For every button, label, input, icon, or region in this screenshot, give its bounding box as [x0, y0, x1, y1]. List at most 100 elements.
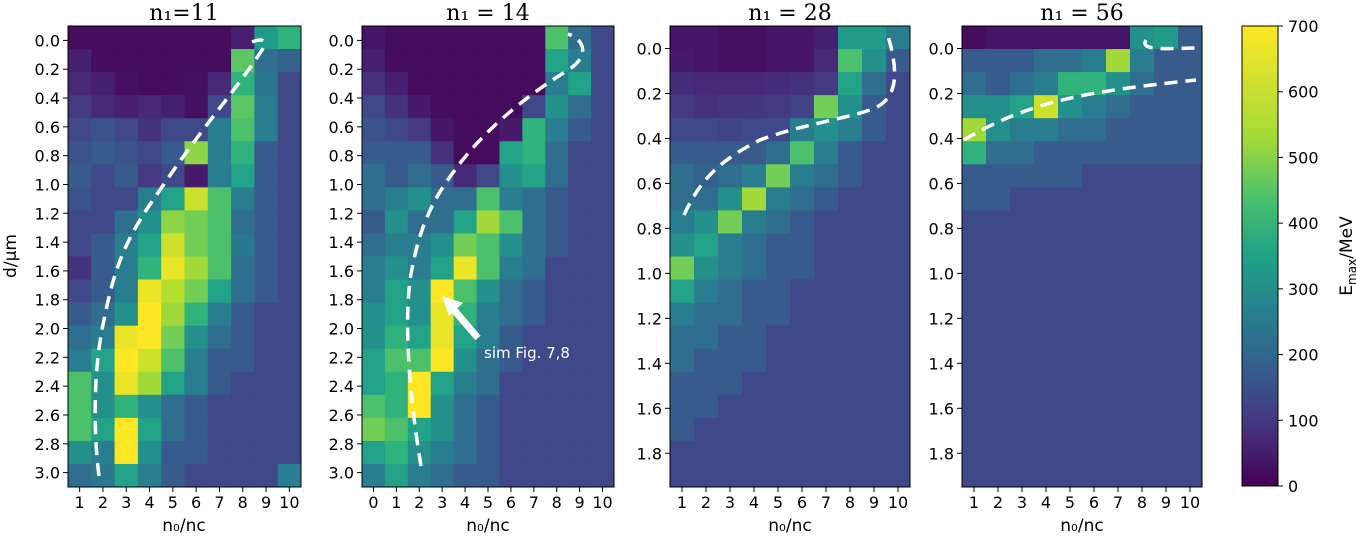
heatmap-cell — [886, 348, 910, 373]
heatmap-cell — [207, 210, 232, 235]
heatmap-cell — [499, 26, 523, 50]
heatmap-cell — [362, 371, 386, 396]
heatmap-cell — [742, 348, 767, 373]
heatmap-cell — [1178, 279, 1202, 304]
heatmap-cell — [254, 348, 279, 373]
heatmap-cell — [1106, 187, 1131, 211]
heatmap-cell — [137, 256, 162, 281]
heatmap-cell — [231, 118, 255, 142]
heatmap-cell — [1154, 371, 1179, 396]
heatmap-cell — [1130, 440, 1155, 465]
heatmap-cell — [91, 302, 116, 327]
heatmap-cell — [91, 463, 116, 487]
y-tick-label: 0.4 — [929, 129, 954, 148]
heatmap-cell — [254, 164, 279, 188]
heatmap-cell — [453, 463, 478, 487]
heatmap-cell — [766, 164, 791, 188]
heatmap-cell — [362, 26, 386, 50]
heatmap-cell — [522, 164, 546, 188]
heatmap-cell — [207, 256, 232, 281]
heatmap-cell — [430, 164, 455, 188]
heatmap-cell — [1154, 348, 1179, 373]
heatmap-cell — [1130, 164, 1155, 188]
heatmap-cell — [362, 302, 386, 327]
heatmap-cell — [362, 118, 386, 142]
heatmap-cell — [1034, 72, 1059, 96]
heatmap-cell — [207, 118, 232, 142]
heatmap-cell — [207, 440, 232, 465]
heatmap-cell — [718, 463, 743, 487]
heatmap-cell — [476, 463, 501, 487]
heatmap-cell — [1082, 210, 1107, 235]
heatmap-cell — [1154, 325, 1179, 350]
x-tick-label: 10 — [1180, 493, 1200, 512]
heatmap-cell — [766, 394, 791, 419]
heatmap-cell — [670, 26, 695, 50]
y-tick-label: 0.2 — [35, 60, 60, 79]
heatmap-cell — [277, 417, 301, 442]
heatmap-cell — [1130, 325, 1155, 350]
x-tick-label: 4 — [749, 493, 759, 512]
heatmap-panel-n1-56: n₁ = 56 0.0 0.2 0.4 0.6 0.8 1.0 1.2 1.4 1.6 1.8 1… — [929, 1, 1203, 536]
heatmap-cell — [766, 463, 791, 487]
heatmap-cell — [1010, 348, 1035, 373]
heatmap-cell — [718, 95, 743, 119]
y-tick-label: 1.0 — [329, 175, 354, 194]
y-axis-ticks: 0.0 0.2 0.4 0.6 0.8 1.0 1.2 1.4 1.6 1.8 2.0 2.2 2.4 2… — [35, 31, 68, 483]
heatmap-cell — [499, 72, 523, 96]
heatmap-cell — [986, 417, 1011, 442]
heatmap-cell — [886, 233, 910, 258]
heatmap-cell — [1106, 440, 1131, 465]
heatmap-cell — [453, 417, 478, 442]
heatmap-cell — [384, 325, 409, 350]
y-tick-label: 0.8 — [637, 219, 662, 238]
heatmap-cell — [962, 348, 987, 373]
heatmap-cell — [68, 49, 92, 73]
heatmap-cell — [742, 72, 767, 96]
heatmap-cell — [476, 233, 501, 258]
heatmap-cell — [814, 394, 839, 419]
heatmap-cell — [137, 141, 162, 165]
heatmap-cell — [742, 164, 767, 188]
heatmap-cell — [114, 463, 139, 487]
heatmap-cell — [384, 164, 409, 188]
heatmap-cell — [591, 371, 614, 396]
heatmap-cell — [694, 325, 719, 350]
heatmap-cell — [407, 210, 432, 235]
heatmap-cell — [207, 26, 232, 50]
heatmap-cell — [862, 49, 887, 73]
heatmap-cell — [499, 118, 523, 142]
heatmap-cell — [231, 417, 255, 442]
x-tick-label: 1 — [969, 493, 979, 512]
heatmap-cell — [476, 348, 501, 373]
heatmap-cell — [591, 256, 614, 281]
heatmap-cell — [742, 141, 767, 165]
heatmap-cell — [545, 440, 569, 465]
heatmap-cell — [362, 348, 386, 373]
heatmap-cell — [1106, 141, 1131, 165]
heatmap-cell — [91, 26, 116, 50]
heatmap-cell — [1010, 141, 1035, 165]
heatmap-cell — [522, 95, 546, 119]
heatmap-cell — [1154, 302, 1179, 327]
heatmap-cell — [68, 233, 92, 258]
heatmap-cell — [838, 463, 863, 487]
heatmap-cell — [1106, 325, 1131, 350]
x-axis-label: n₀/nᴄ — [162, 516, 205, 536]
heatmap-panel-n1-11: n₁=11 0.0 0.2 0.4 0.6 0.8 1.0 1.2 1.4 1.6 1.8 2.0 2… — [1, 1, 302, 536]
heatmap-cell — [254, 26, 279, 50]
x-tick-label: 8 — [238, 493, 248, 512]
heatmap-cell — [277, 118, 301, 142]
x-axis-ticks: 1 2 3 4 5 6 7 8 9 10 — [75, 487, 300, 512]
heatmap-cell — [862, 233, 887, 258]
x-tick-label: 6 — [506, 493, 516, 512]
heatmap-cell — [1034, 95, 1059, 119]
heatmap-cells — [362, 26, 614, 487]
y-tick-label: 2.4 — [329, 377, 354, 396]
heatmap-cell — [277, 187, 301, 211]
heatmap-cell — [407, 26, 432, 50]
heatmap-cell — [814, 302, 839, 327]
heatmap-cell — [522, 371, 546, 396]
heatmap-cell — [499, 49, 523, 73]
heatmap-cell — [384, 49, 409, 73]
